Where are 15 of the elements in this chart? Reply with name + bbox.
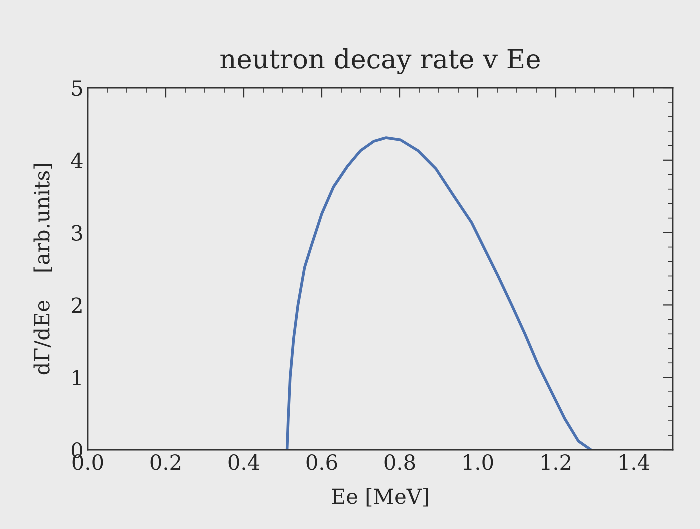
y-tick-label: 3 — [72, 225, 82, 242]
y-tick-label: 2 — [72, 298, 82, 314]
x-tick-label: 0.8 — [384, 454, 416, 470]
x-tick-label: 1.0 — [464, 454, 494, 470]
x-axis-title: Ee [MeV] — [332, 488, 428, 507]
x-tick-label: 1.4 — [620, 454, 650, 470]
x-tick-label: 1.2 — [542, 454, 571, 470]
y-axis-title: dΓ/dEe [arb.units] — [34, 164, 52, 375]
y-tick-label: 5 — [72, 80, 82, 96]
y-tick-label: 4 — [71, 152, 83, 168]
chart-title: neutron decay rate v Ee — [220, 48, 540, 74]
x-tick-label: 0.4 — [228, 454, 260, 470]
x-tick-label: 0.6 — [306, 454, 338, 470]
y-tick-label: 1 — [73, 370, 81, 386]
x-tick-label: 0.2 — [150, 454, 181, 470]
